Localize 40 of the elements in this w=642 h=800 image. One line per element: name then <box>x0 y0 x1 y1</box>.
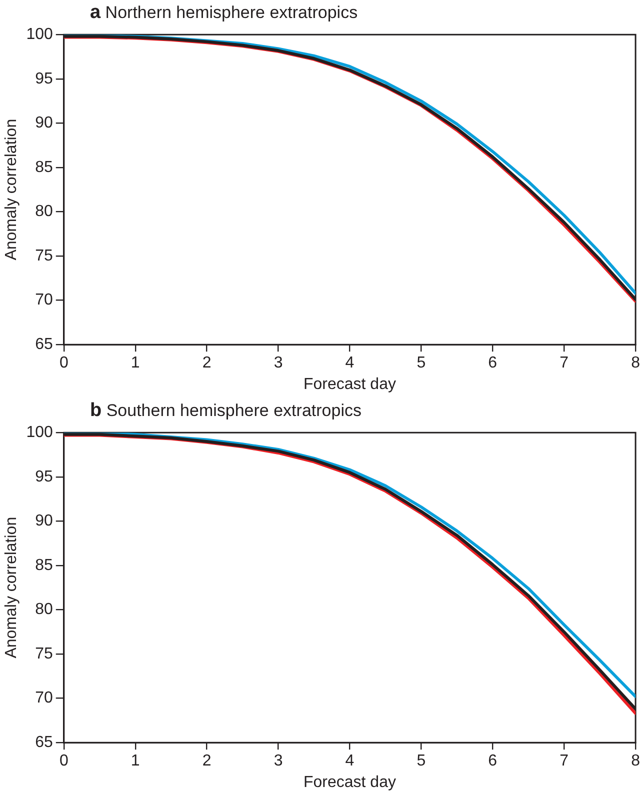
y-tick-label: 85 <box>35 158 53 176</box>
y-tick-label: 100 <box>26 26 53 44</box>
y-tick-label: 75 <box>35 645 53 662</box>
chart-title: b Southern hemisphere extratropics <box>90 400 362 422</box>
x-tick-label: 5 <box>416 752 426 770</box>
x-tick-label: 4 <box>345 752 354 770</box>
y-tick-label: 85 <box>35 556 53 574</box>
y-tick-label: 70 <box>35 690 53 707</box>
y-tick-label: 65 <box>35 336 53 354</box>
y-tick-label: 65 <box>35 734 53 752</box>
x-tick-label: 7 <box>560 752 569 770</box>
x-tick-label: 1 <box>130 752 140 770</box>
y-tick-label: 80 <box>35 203 53 220</box>
y-tick-label: 95 <box>35 70 53 88</box>
y-tick-label: 80 <box>35 601 53 618</box>
x-tick-label: 6 <box>488 354 498 372</box>
y-axis-title: Anomaly correlation <box>3 516 20 658</box>
x-axis-title: Forecast day <box>303 376 396 393</box>
x-tick-label: 0 <box>59 354 68 372</box>
y-tick-label: 75 <box>35 247 53 264</box>
x-axis-title: Forecast day <box>303 774 396 791</box>
x-tick-label: 1 <box>130 354 140 372</box>
x-tick-label: 6 <box>488 752 498 770</box>
x-tick-label: 8 <box>631 354 640 372</box>
y-tick-label: 90 <box>35 114 53 132</box>
x-tick-label: 7 <box>560 354 569 372</box>
x-tick-label: 2 <box>202 752 212 770</box>
y-axis-title: Anomaly correlation <box>3 118 20 260</box>
y-tick-label: 95 <box>35 468 53 486</box>
y-tick-label: 70 <box>35 292 53 309</box>
x-tick-label: 0 <box>59 752 68 770</box>
x-tick-label: 3 <box>274 752 283 770</box>
x-tick-label: 4 <box>345 354 354 372</box>
y-tick-label: 100 <box>26 424 53 442</box>
x-tick-label: 3 <box>274 354 283 372</box>
chart-title: a Northern hemisphere extratropics <box>90 2 358 24</box>
x-tick-label: 2 <box>202 354 212 372</box>
y-tick-label: 90 <box>35 512 53 530</box>
x-tick-label: 8 <box>631 752 640 770</box>
x-tick-label: 5 <box>416 354 426 372</box>
